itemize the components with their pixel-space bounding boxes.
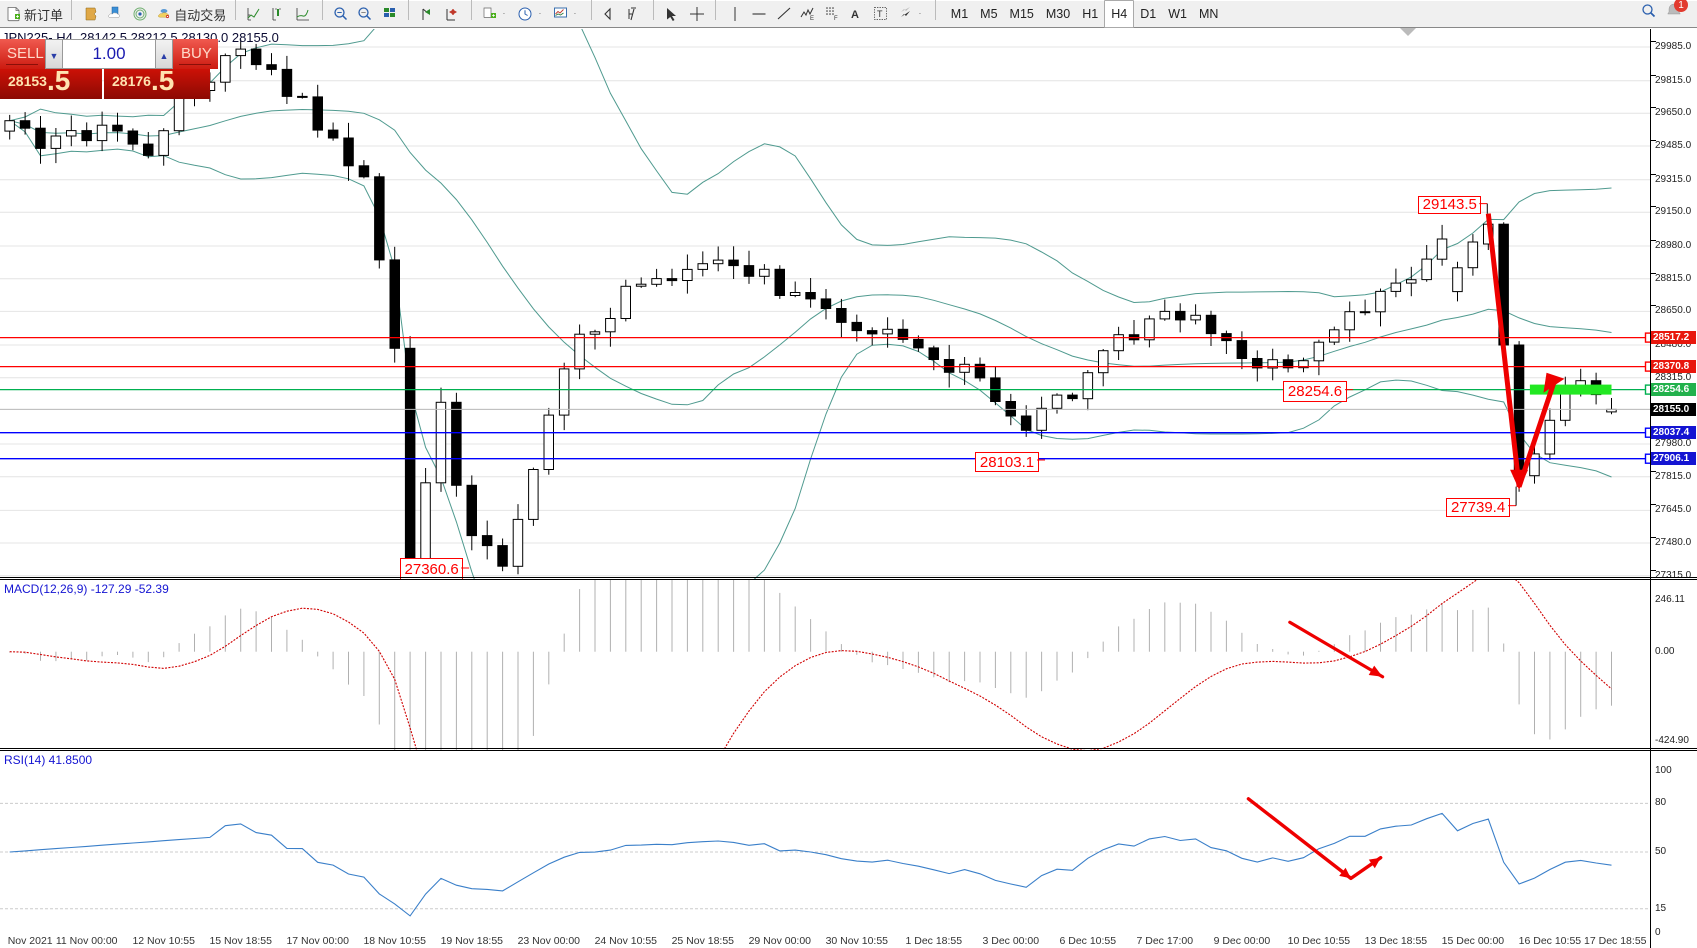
- svg-text:F: F: [834, 16, 838, 22]
- svg-text:E: E: [810, 16, 814, 22]
- svg-text:T: T: [877, 9, 883, 19]
- svg-text:A: A: [851, 9, 859, 21]
